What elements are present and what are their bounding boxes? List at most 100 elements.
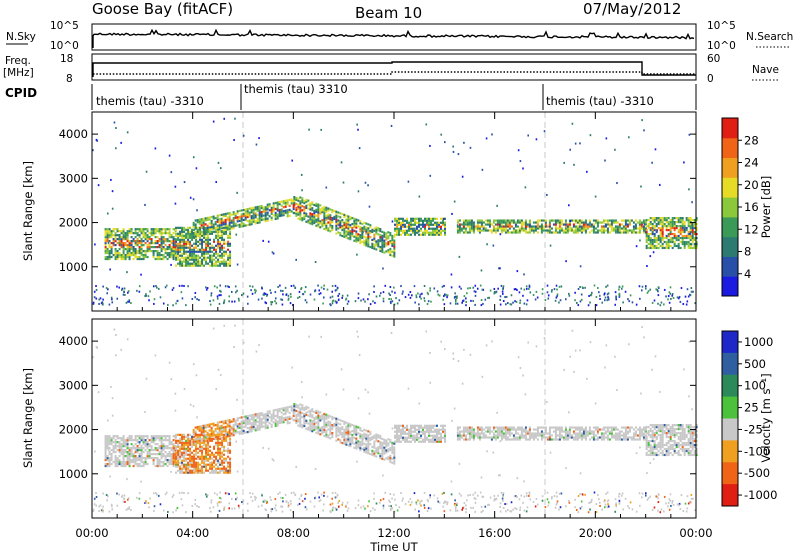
scatter-cell — [209, 300, 211, 303]
echo-cell — [185, 236, 188, 239]
echo-cell — [150, 230, 153, 233]
echo-cell — [213, 252, 216, 255]
echo-cell — [691, 240, 694, 244]
echo-cell — [193, 258, 196, 261]
echo-cell — [187, 441, 190, 444]
echo-cell — [179, 457, 182, 460]
echo-cell — [359, 447, 362, 450]
echo-cell — [681, 228, 684, 232]
echo-cell — [206, 228, 209, 231]
echo-cell — [195, 244, 198, 247]
scatter-cell — [556, 293, 559, 296]
echo-cell — [108, 458, 111, 462]
echo-cell — [142, 236, 145, 239]
echo-cell — [317, 207, 320, 210]
echo-cell — [391, 238, 394, 241]
echo-cell — [574, 221, 577, 224]
echo-cell — [426, 424, 428, 427]
echo-cell — [303, 408, 306, 412]
echo-cell — [212, 223, 215, 226]
echo-cell — [389, 247, 392, 251]
echo-cell — [209, 439, 212, 442]
echo-cell — [144, 238, 147, 241]
echo-cell — [136, 251, 139, 255]
scatter-cell — [176, 300, 179, 303]
echo-cell — [183, 467, 186, 470]
echo-cell — [260, 212, 263, 216]
scatter-cell — [544, 299, 547, 302]
echo-cell — [309, 409, 312, 412]
echo-cell — [217, 443, 220, 446]
echo-cell — [391, 461, 394, 464]
echo-cell — [108, 452, 111, 456]
echo-cell — [181, 433, 184, 436]
echo-cell — [681, 230, 684, 234]
echo-cell — [512, 219, 515, 222]
echo-cell — [297, 217, 300, 220]
echo-cell — [177, 439, 180, 442]
echo-cell — [337, 215, 340, 218]
scatter-cell — [474, 290, 477, 293]
echo-cell — [195, 461, 198, 464]
echo-cell — [108, 228, 111, 231]
echo-cell — [695, 244, 698, 248]
echo-cell — [168, 451, 171, 454]
echo-cell — [108, 456, 111, 460]
echo-cell — [207, 240, 210, 243]
echo-cell — [651, 242, 654, 246]
echo-cell — [108, 245, 111, 249]
echo-cell — [128, 460, 131, 464]
echo-cell — [229, 260, 232, 263]
echo-cell — [138, 462, 141, 466]
echo-cell — [496, 227, 499, 230]
echo-cell — [367, 438, 370, 441]
echo-cell — [148, 443, 151, 446]
echo-cell — [404, 219, 406, 222]
echo-cell — [252, 421, 255, 424]
echo-cell — [398, 426, 400, 429]
echo-cell — [183, 226, 186, 229]
echo-cell — [299, 407, 302, 410]
echo-cell — [124, 445, 127, 448]
scatter-cell — [595, 296, 598, 299]
echo-cell — [144, 460, 147, 464]
scatter-cell — [687, 295, 690, 298]
echo-cell — [208, 228, 211, 231]
scatter-cell — [543, 130, 546, 133]
echo-cell — [309, 212, 312, 215]
echo-cell — [183, 242, 186, 245]
echo-cell — [106, 435, 109, 438]
scatter-cell — [554, 299, 557, 302]
echo-cell — [270, 208, 273, 211]
scatter-cell — [95, 138, 98, 141]
scatter-cell — [691, 223, 693, 226]
echo-cell — [311, 217, 314, 220]
echo-cell — [647, 226, 650, 230]
scatter-cell — [291, 159, 294, 162]
echo-cell — [260, 417, 263, 421]
echo-cell — [266, 410, 269, 413]
scatter-cell — [485, 137, 488, 140]
echo-cell — [206, 431, 209, 434]
echo-cell — [179, 226, 182, 229]
echo-cell — [122, 439, 125, 442]
echo-cell — [166, 435, 169, 438]
echo-cell — [671, 217, 674, 220]
echo-cell — [206, 230, 209, 233]
echo-cell — [246, 212, 249, 215]
echo-cell — [428, 430, 430, 433]
echo-cell — [222, 428, 225, 431]
echo-cell — [341, 220, 344, 224]
echo-cell — [681, 217, 684, 220]
echo-cell — [140, 449, 143, 452]
echo-cell — [434, 438, 436, 441]
echo-cell — [393, 458, 396, 461]
scatter-cell — [605, 137, 608, 140]
echo-cell — [418, 430, 420, 433]
echo-cell — [183, 435, 186, 438]
echo-cell — [526, 231, 529, 234]
echo-cell — [232, 426, 235, 429]
echo-cell — [244, 421, 247, 424]
echo-cell — [140, 451, 143, 454]
echo-cell — [542, 229, 545, 232]
